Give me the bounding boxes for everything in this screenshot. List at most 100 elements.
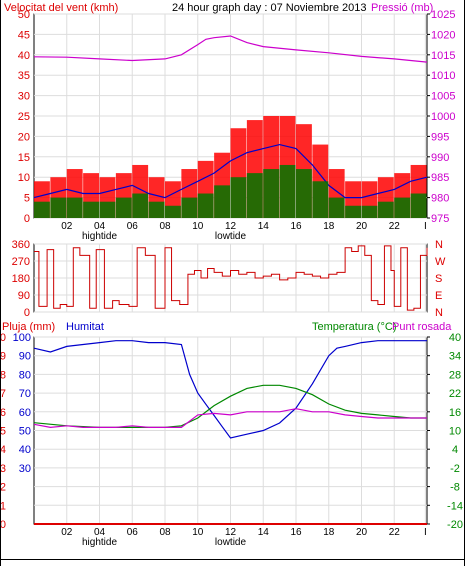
- direction-tick-label: 0: [24, 307, 30, 319]
- temperature-header: Temperatura (°C): [312, 321, 396, 333]
- pressure-tick-label: 985: [431, 172, 449, 184]
- rain-tick-label: 1: [0, 500, 6, 512]
- rain-tick-label: 8: [0, 369, 6, 381]
- tide-annotation: hightide: [82, 231, 117, 242]
- direction-line: [34, 245, 428, 311]
- pressure-tick-label: 1020: [431, 29, 455, 41]
- compass-label: N: [435, 307, 443, 319]
- dewpoint-header: Punt rosada: [392, 321, 452, 333]
- temperature-tick-label: 10: [449, 426, 461, 438]
- pressure-tick-label: 1025: [431, 9, 455, 21]
- wind-panel-series: [33, 35, 428, 218]
- average-bar: [410, 193, 427, 218]
- direction-tick-label: 360: [12, 239, 30, 251]
- x-tick-label: 22: [389, 221, 401, 232]
- wind-tick-label: 0: [24, 213, 30, 225]
- humidity-tick-label: 80: [19, 369, 31, 381]
- average-bar: [181, 197, 198, 218]
- average-bar: [230, 177, 247, 218]
- wind-tick-label: 20: [18, 131, 30, 143]
- average-bar: [263, 169, 280, 218]
- average-bar: [361, 205, 378, 218]
- pressure-y-axis: 975 980 985 990 995 1000 1005 1010 1015 1020 1025: [427, 9, 455, 225]
- x-tick-label: 18: [323, 527, 335, 538]
- x-tick-label: 12: [225, 527, 237, 538]
- rain-tick-label: 10: [0, 332, 6, 344]
- average-bar: [66, 197, 83, 218]
- humidity-panel-series: [33, 340, 427, 525]
- pressure-tick-label: 1015: [431, 50, 455, 62]
- x-tick-label: 16: [290, 221, 302, 232]
- average-bar: [394, 197, 411, 218]
- wind-y-axis: 0 5 10 15 20 25 30 35 40 45 50: [18, 9, 30, 225]
- rain-header: Pluja (mm): [2, 321, 55, 333]
- humidity-tick-label: 60: [19, 407, 31, 419]
- pressure-tick-label: 995: [431, 131, 449, 143]
- x-tick-label: 20: [356, 221, 368, 232]
- x-tick-label: 04: [94, 527, 106, 538]
- rain-tick-label: 6: [0, 407, 6, 419]
- average-bar: [83, 201, 99, 218]
- wind-speed-header: Velocitat del vent (kmh): [4, 2, 118, 14]
- rain-humidity-y-axis: 0 1 2 3 4 5 6 7 8 9 10 30 40 50 60 70 80 90 100: [0, 332, 31, 531]
- average-bar: [197, 193, 214, 218]
- wind-tick-label: 50: [18, 9, 30, 21]
- wind-tick-label: 40: [18, 50, 30, 62]
- x-tick-label: 10: [192, 527, 204, 538]
- x-tick-label: 06: [127, 221, 139, 232]
- x-tick-label: 22: [389, 527, 401, 538]
- speed-line: [33, 143, 428, 199]
- wind-tick-label: 5: [24, 193, 30, 205]
- x-tick-label: I: [424, 527, 427, 538]
- humidity-tick-label: 50: [19, 426, 31, 438]
- wind-tick-label: 10: [18, 172, 30, 184]
- wind-tick-label: 35: [18, 70, 30, 82]
- average-bar: [99, 201, 116, 218]
- x-tick-label: 16: [290, 527, 302, 538]
- x-tick-label: 10: [192, 221, 204, 232]
- x-tick-label: 02: [61, 527, 73, 538]
- rain-tick-label: 9: [0, 351, 6, 363]
- humidity-tick-label: 40: [19, 444, 31, 456]
- tide-annotation: hightide: [82, 537, 117, 548]
- tide-annotation: lowtide: [215, 231, 247, 242]
- direction-tick-label: 180: [12, 273, 30, 285]
- average-bar: [214, 185, 230, 218]
- x-tick-label: 12: [225, 221, 237, 232]
- tide-annotation: lowtide: [215, 537, 247, 548]
- temperature-tick-label: 16: [449, 407, 461, 419]
- pressure-header: Pressió (mb): [371, 2, 433, 14]
- pressure-line: [33, 35, 428, 63]
- x-tick-label: 04: [94, 221, 106, 232]
- graph-title: 24 hour graph day : 07 Noviembre 2013: [172, 2, 366, 14]
- rain-tick-label: 3: [0, 463, 6, 475]
- pressure-tick-label: 1000: [431, 111, 455, 123]
- average-bar: [312, 181, 329, 218]
- rain-tick-label: 5: [0, 426, 6, 438]
- average-bar: [296, 169, 312, 218]
- rain-tick-label: 4: [0, 444, 6, 456]
- temperature-tick-label: -2: [450, 463, 460, 475]
- direction-y-axis: 0 90 180 270 360: [12, 239, 30, 319]
- humidity-tick-label: 90: [19, 351, 31, 363]
- temperature-tick-label: -8: [450, 482, 460, 494]
- temperature-tick-label: 4: [452, 444, 458, 456]
- direction-panel-series: [34, 245, 428, 311]
- temperature-tick-label: 22: [449, 388, 461, 400]
- compass-label: N: [435, 239, 443, 251]
- temperature-tick-label: 40: [449, 332, 461, 344]
- x-tick-label: 14: [258, 527, 270, 538]
- x-tick-label: 06: [127, 527, 139, 538]
- x-tick-label: 20: [356, 527, 368, 538]
- wind-tick-label: 45: [18, 29, 30, 41]
- humidity-line: [33, 340, 427, 439]
- average-bar: [50, 197, 67, 218]
- average-bar: [115, 197, 132, 218]
- dewpoint-line: [33, 408, 427, 429]
- x-tick-label: 08: [159, 527, 171, 538]
- compass-label: S: [435, 273, 442, 285]
